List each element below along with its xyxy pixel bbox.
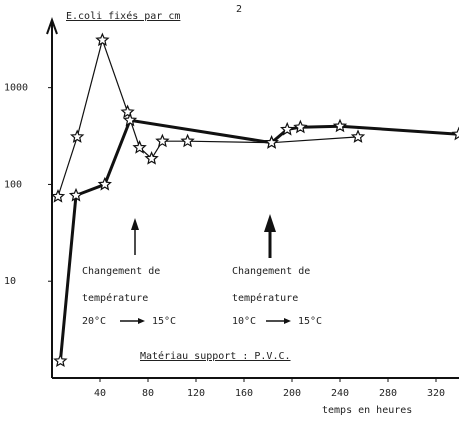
annotation: Matériau support : P.V.C. [140, 350, 291, 362]
annotation: température [82, 292, 148, 304]
x-tick-label: 200 [283, 388, 301, 399]
x-axis-title: temps en heures [322, 405, 412, 416]
point-marker [132, 140, 147, 154]
y-axis-arrow [46, 17, 58, 35]
annotation: 20°C [82, 316, 106, 327]
annotation: Changement de [82, 266, 160, 277]
arrow-head [264, 214, 276, 232]
x-tick-label: 160 [235, 388, 253, 399]
title-superscript: 2 [236, 4, 242, 15]
annotation: température [232, 292, 298, 304]
y-axis-title: E.coli fixés par cm [66, 10, 180, 22]
annotation: 10°C [232, 316, 256, 327]
point-marker [144, 151, 159, 165]
series-line [58, 118, 459, 362]
point-marker [122, 112, 138, 127]
point-marker [280, 121, 295, 136]
point-marker [293, 119, 308, 134]
annotation: 15°C [152, 316, 176, 327]
point-marker [68, 187, 84, 202]
point-marker [451, 126, 459, 141]
point-marker [95, 32, 110, 47]
point-marker [350, 129, 366, 143]
arrow-head [131, 218, 139, 230]
y-tick-label: 100 [4, 179, 22, 190]
annotation: Changement de [232, 266, 310, 277]
point-marker [50, 188, 66, 203]
x-tick-label: 320 [427, 388, 445, 399]
point-marker [180, 133, 195, 148]
point-marker [120, 104, 135, 119]
annotation: 15°C [298, 316, 322, 327]
x-tick-label: 120 [187, 388, 205, 399]
point-marker [53, 353, 68, 368]
point-marker [155, 133, 170, 148]
y-tick-label: 10 [4, 276, 16, 287]
point-marker [264, 135, 279, 149]
point-marker [70, 129, 85, 143]
series-line [57, 38, 359, 197]
point-marker [97, 176, 112, 191]
arrow-head [138, 318, 145, 324]
x-tick-label: 40 [94, 388, 106, 399]
point-marker [332, 118, 348, 133]
arrow-head [284, 318, 291, 324]
x-tick-label: 80 [142, 388, 154, 399]
x-tick-label: 240 [331, 388, 349, 399]
x-tick-label: 280 [379, 388, 397, 399]
y-tick-label: 1000 [4, 83, 28, 94]
